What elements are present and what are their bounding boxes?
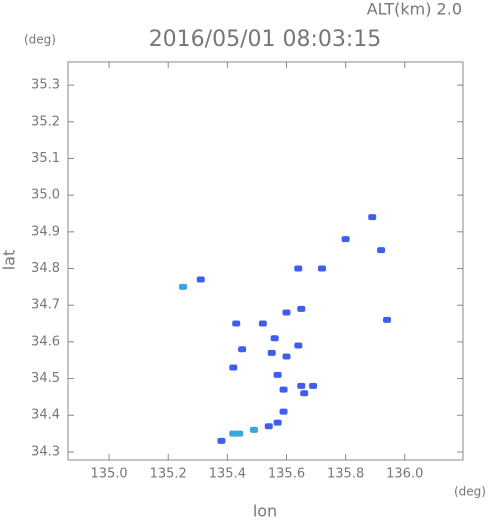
echo-cell bbox=[368, 214, 377, 221]
echo-cell bbox=[273, 419, 282, 426]
echo-cell bbox=[294, 265, 303, 272]
y-tick-label: 35.3 bbox=[31, 78, 60, 93]
echo-cell bbox=[258, 320, 267, 327]
echo-cell bbox=[238, 346, 247, 353]
y-axis-label: lat bbox=[0, 250, 19, 271]
echo-cell bbox=[267, 349, 276, 356]
echo-cell bbox=[377, 247, 386, 254]
echo-cell bbox=[279, 386, 288, 393]
x-tick-label: 135.2 bbox=[150, 467, 187, 482]
chart-title: 2016/05/01 08:03:15 bbox=[149, 27, 382, 52]
echo-cell bbox=[264, 423, 273, 430]
echo-cell bbox=[273, 371, 282, 378]
echo-cell bbox=[300, 390, 309, 397]
x-axis-label: lon bbox=[253, 502, 277, 521]
y-tick-label: 35.1 bbox=[31, 151, 60, 166]
echo-cell bbox=[383, 316, 392, 323]
y-tick-label: 34.5 bbox=[31, 371, 60, 386]
x-tick-label: 135.0 bbox=[90, 467, 127, 482]
echo-cell bbox=[309, 382, 318, 389]
y-tick-label: 34.4 bbox=[31, 408, 60, 423]
y-tick-label: 34.9 bbox=[31, 224, 60, 239]
echo-cell bbox=[229, 430, 238, 437]
echo-cell bbox=[282, 309, 291, 316]
echo-cell bbox=[317, 265, 326, 272]
echo-cell bbox=[294, 342, 303, 349]
x-tick-label: 136.0 bbox=[386, 467, 423, 482]
echo-cell bbox=[196, 276, 205, 283]
y-unit: (deg) bbox=[24, 33, 56, 47]
echo-cell bbox=[179, 283, 188, 290]
x-unit: (deg) bbox=[454, 485, 486, 499]
echo-cell bbox=[270, 335, 279, 342]
echo-cell bbox=[232, 320, 241, 327]
echo-cell bbox=[282, 353, 291, 360]
echo-cell bbox=[279, 408, 288, 415]
y-tick-label: 35.0 bbox=[31, 188, 60, 203]
echo-cell bbox=[229, 364, 238, 371]
x-tick-label: 135.4 bbox=[209, 467, 246, 482]
y-tick-label: 35.2 bbox=[31, 114, 60, 129]
y-tick-label: 34.7 bbox=[31, 298, 60, 313]
y-tick-label: 34.8 bbox=[31, 261, 60, 276]
subtitle: ALT(km) 2.0 bbox=[367, 0, 462, 19]
echo-cell bbox=[297, 305, 306, 312]
x-tick-label: 135.6 bbox=[268, 467, 305, 482]
x-tick-label: 135.8 bbox=[327, 467, 364, 482]
echo-cell bbox=[297, 382, 306, 389]
y-tick-label: 34.3 bbox=[31, 444, 60, 459]
y-tick-label: 34.6 bbox=[31, 334, 60, 349]
plot-frame bbox=[67, 61, 464, 461]
echo-cell bbox=[341, 236, 350, 243]
echo-cell bbox=[217, 437, 226, 444]
echo-cell bbox=[249, 426, 258, 433]
